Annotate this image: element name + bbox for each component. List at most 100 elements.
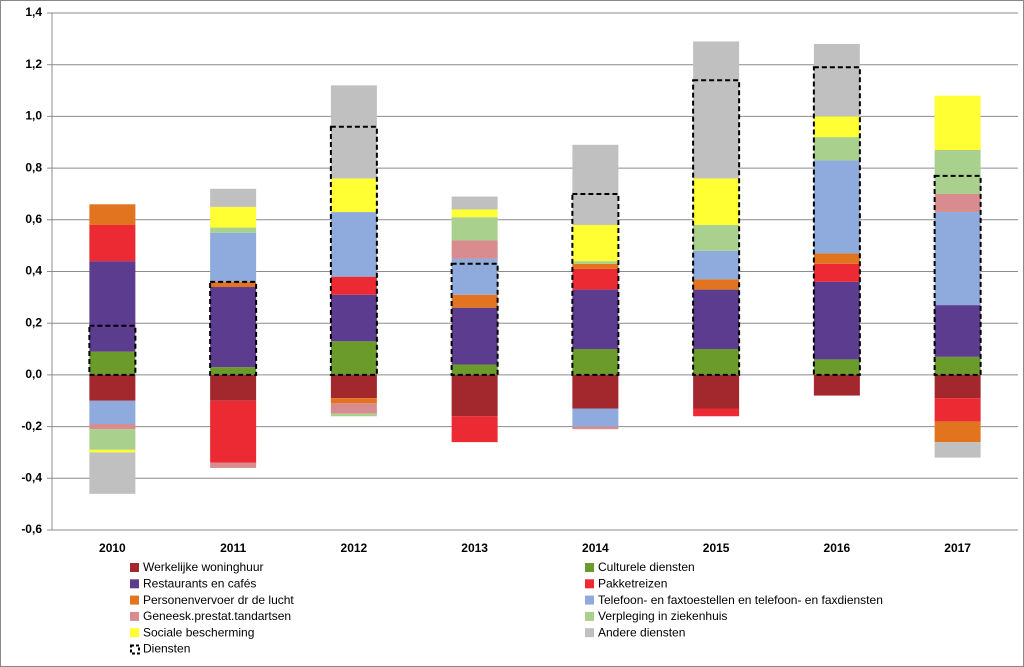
y-tick-label: 1,4 bbox=[25, 5, 42, 19]
legend-swatch bbox=[585, 563, 594, 572]
bar-segment bbox=[210, 287, 257, 368]
legend-swatch bbox=[130, 644, 140, 655]
bar-segment bbox=[693, 279, 740, 290]
bar-segment bbox=[330, 374, 377, 399]
bar-segment bbox=[330, 212, 377, 277]
bar-segment bbox=[451, 209, 498, 218]
bar-segment bbox=[210, 462, 257, 468]
y-tick-label: -0,6 bbox=[21, 522, 42, 536]
y-tick-label: 0,6 bbox=[25, 212, 42, 226]
y-tick-label: 1,0 bbox=[25, 109, 42, 123]
legend-swatch bbox=[130, 595, 139, 605]
y-tick-label: 0,2 bbox=[25, 315, 42, 329]
bar-segment bbox=[89, 374, 136, 401]
bar-segment bbox=[89, 351, 136, 375]
total-box bbox=[209, 280, 258, 376]
bar-segment bbox=[934, 150, 981, 194]
bar-segment bbox=[934, 374, 981, 399]
legend-label: Diensten bbox=[143, 642, 190, 656]
bar-segment bbox=[451, 258, 498, 295]
legend-label: Verpleging in ziekenhuis bbox=[598, 609, 727, 623]
total-box bbox=[933, 174, 982, 376]
bar-segment bbox=[89, 424, 136, 430]
bar-segment bbox=[89, 224, 136, 262]
bar-segment bbox=[89, 261, 136, 352]
total-box bbox=[571, 192, 620, 376]
bar-segment bbox=[330, 276, 377, 295]
bar-segment bbox=[813, 359, 860, 375]
bar-segment bbox=[693, 374, 740, 409]
bar-segment bbox=[572, 261, 619, 264]
bar-segment bbox=[572, 426, 619, 430]
x-tick-label: 2011 bbox=[220, 541, 246, 555]
bar-segment bbox=[693, 224, 740, 251]
bar-segment bbox=[693, 178, 740, 225]
bar-segment bbox=[451, 416, 498, 443]
bar-segment bbox=[934, 356, 981, 375]
x-tick-label: 2015 bbox=[703, 541, 730, 555]
y-tick-label: -0,2 bbox=[21, 419, 42, 433]
bar-segment bbox=[210, 400, 257, 463]
bar-segment bbox=[813, 137, 860, 161]
legend-swatch bbox=[130, 611, 139, 621]
x-tick-label: 2014 bbox=[582, 541, 609, 555]
bar-segment bbox=[693, 41, 740, 179]
bar-segment bbox=[572, 268, 619, 290]
bar-segment bbox=[210, 232, 257, 282]
bar-segment bbox=[451, 196, 498, 210]
bar-segment bbox=[693, 289, 740, 350]
bar-segment bbox=[693, 408, 740, 417]
legend-label: Culturele diensten bbox=[598, 560, 695, 574]
bar-segment bbox=[693, 250, 740, 280]
total-box bbox=[329, 125, 378, 376]
bar-segment bbox=[813, 116, 860, 138]
bar-segment bbox=[330, 85, 377, 179]
bar-segment bbox=[572, 289, 619, 350]
y-tick-label: 0,4 bbox=[25, 264, 42, 278]
legend-label: Pakketreizen bbox=[598, 576, 667, 590]
bar-segment bbox=[572, 408, 619, 427]
total-box bbox=[692, 79, 741, 376]
legend-swatch bbox=[585, 595, 594, 605]
bar-segment bbox=[330, 413, 377, 417]
total-box bbox=[450, 262, 499, 376]
y-tick-label: -0,4 bbox=[21, 470, 42, 484]
x-tick-label: 2013 bbox=[461, 541, 488, 555]
bar-segment bbox=[89, 204, 136, 225]
bar-segment bbox=[813, 374, 860, 396]
bar-segment bbox=[693, 349, 740, 375]
legend-label: Restaurants en cafés bbox=[143, 576, 256, 590]
legend-label: Telefoon- en faxtoestellen en telefoon- … bbox=[598, 593, 883, 607]
bar-segment bbox=[813, 281, 860, 360]
bar-segment bbox=[572, 144, 619, 225]
bar-segment bbox=[89, 449, 136, 453]
legend-label: Geneesk.prestat.tandartsen bbox=[143, 609, 291, 623]
bar-segment bbox=[572, 349, 619, 375]
bar-segment bbox=[451, 217, 498, 241]
bar-segment bbox=[330, 398, 377, 404]
legend-swatch bbox=[585, 628, 594, 638]
bar-segment bbox=[330, 403, 377, 414]
bar-segment bbox=[330, 178, 377, 213]
x-tick-label: 2012 bbox=[341, 541, 368, 555]
bar-segment bbox=[210, 227, 257, 233]
bar-segment bbox=[934, 95, 981, 151]
bar-segment bbox=[934, 442, 981, 458]
legend-swatch bbox=[130, 579, 139, 589]
bar-segment bbox=[89, 452, 136, 494]
bar-segment bbox=[813, 253, 860, 264]
bar-segment bbox=[934, 212, 981, 306]
bar-segment bbox=[572, 224, 619, 262]
bar-segment bbox=[210, 367, 257, 375]
x-tick-label: 2017 bbox=[944, 541, 971, 555]
bar-segment bbox=[451, 294, 498, 308]
bar-segment bbox=[934, 193, 981, 213]
bar-segment bbox=[934, 398, 981, 422]
legend-label: Andere diensten bbox=[598, 625, 685, 639]
bar-segment bbox=[451, 364, 498, 375]
bar-segment bbox=[572, 374, 619, 409]
bar-segment bbox=[813, 160, 860, 254]
bar-segment bbox=[813, 263, 860, 282]
y-tick-label: 0,0 bbox=[25, 367, 42, 381]
